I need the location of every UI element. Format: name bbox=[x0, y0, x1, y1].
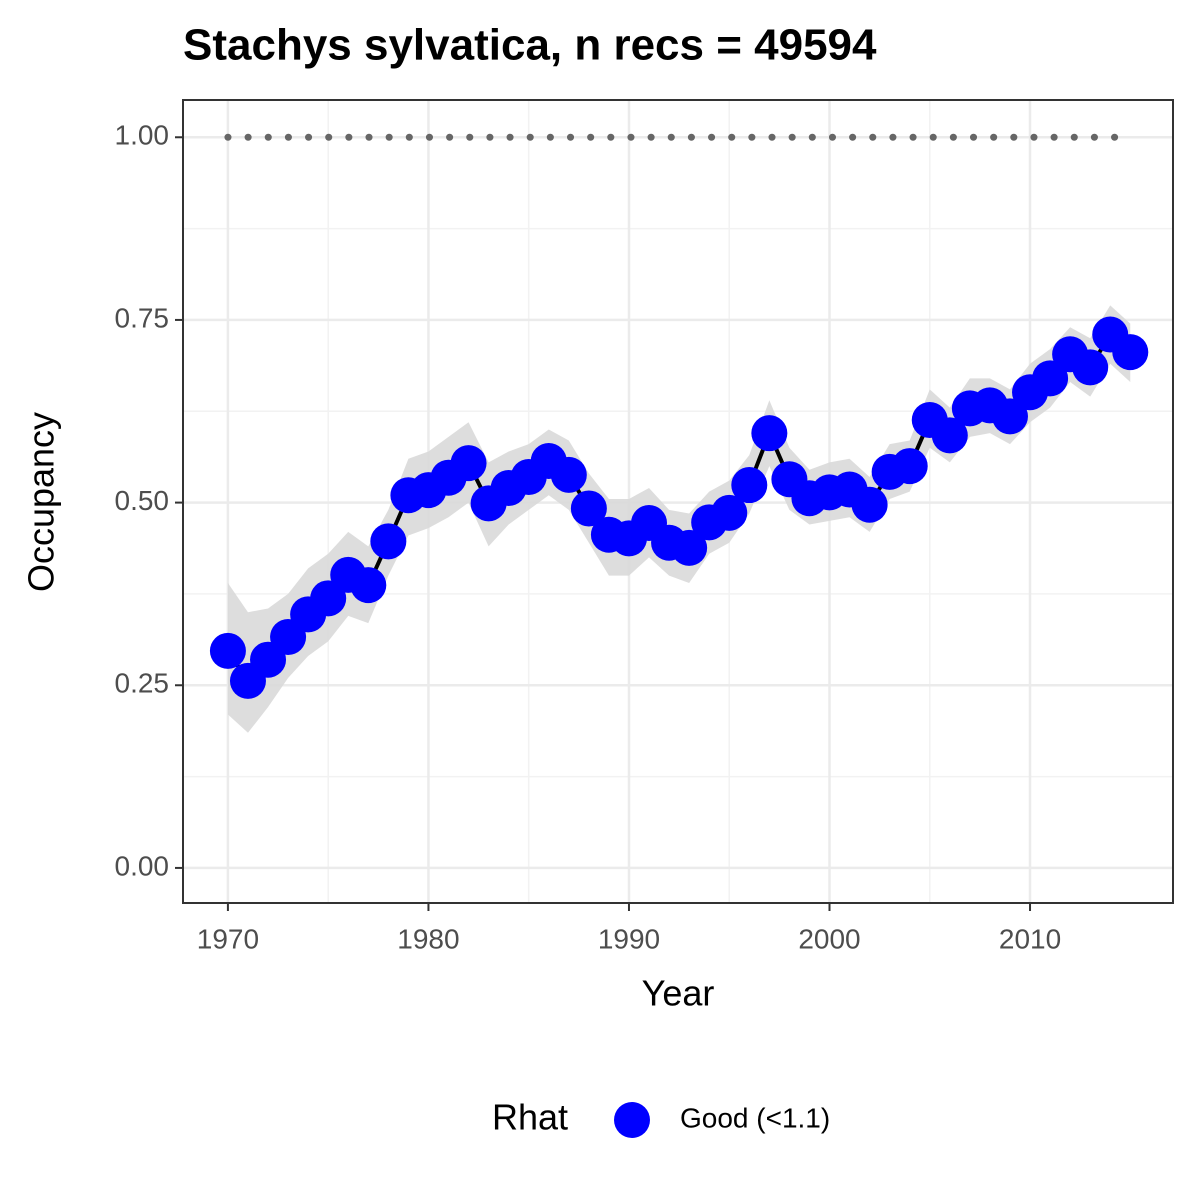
x-axis-title: Year bbox=[642, 973, 715, 1014]
data-point bbox=[671, 529, 708, 566]
y-tick-label: 0.00 bbox=[115, 850, 170, 881]
legend-marker bbox=[614, 1102, 650, 1138]
chart-title: Stachys sylvatica, n recs = 49594 bbox=[183, 21, 877, 70]
y-tick-label: 0.75 bbox=[115, 302, 170, 333]
data-point bbox=[550, 456, 587, 493]
data-point bbox=[350, 567, 387, 604]
panel-border bbox=[182, 99, 1174, 904]
data-point bbox=[711, 494, 748, 531]
x-tick-label: 2000 bbox=[798, 923, 860, 954]
data-point bbox=[370, 523, 407, 560]
data-point bbox=[1112, 334, 1149, 371]
data-point bbox=[209, 632, 246, 669]
data-point bbox=[1032, 360, 1069, 397]
data-point bbox=[450, 445, 487, 482]
data-point bbox=[851, 486, 888, 523]
data-point bbox=[991, 398, 1028, 435]
y-tick-label: 0.50 bbox=[115, 485, 170, 516]
y-axis-title: Occupancy bbox=[21, 412, 62, 592]
x-tick-label: 2010 bbox=[999, 923, 1061, 954]
y-tick-label: 1.00 bbox=[115, 120, 170, 151]
data-point bbox=[570, 490, 607, 527]
legend-title: Rhat bbox=[492, 1097, 568, 1138]
y-tick-label: 0.25 bbox=[115, 668, 170, 699]
data-point bbox=[310, 580, 347, 617]
data-point bbox=[891, 448, 928, 485]
confidence-ribbon bbox=[227, 305, 1131, 733]
x-tick-label: 1990 bbox=[598, 923, 660, 954]
x-tick-label: 1970 bbox=[197, 923, 259, 954]
data-point bbox=[731, 467, 768, 504]
data-point bbox=[751, 415, 788, 452]
data-point bbox=[931, 417, 968, 454]
x-tick-label: 1980 bbox=[397, 923, 459, 954]
data-point bbox=[1072, 349, 1109, 386]
legend-label: Good (<1.1) bbox=[680, 1102, 830, 1133]
